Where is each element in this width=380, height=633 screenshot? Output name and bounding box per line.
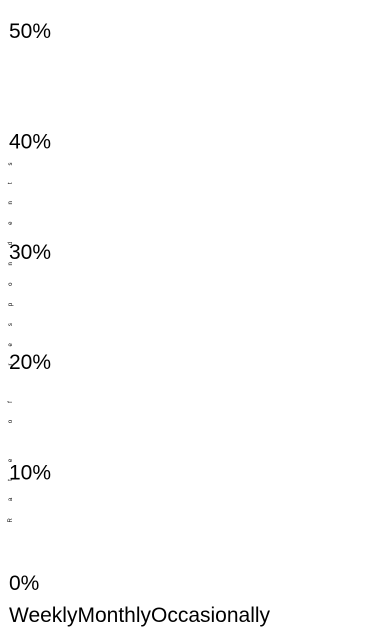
y-tick-label: 50% <box>9 20 51 43</box>
x-category-label: Monthly <box>77 604 151 627</box>
y-tick-label: 20% <box>9 351 51 374</box>
y-axis-ticks: 50% 40% 30% 20% 10% 0% <box>9 20 51 595</box>
x-category-label: Occasionally <box>151 604 271 627</box>
x-axis-categories: WeeklyMonthlyOccasionally <box>9 604 271 627</box>
y-tick-label: 40% <box>9 130 51 153</box>
y-tick-label: 30% <box>9 241 51 264</box>
y-tick-label: 10% <box>9 462 51 485</box>
y-tick-label: 0% <box>9 572 39 595</box>
y-axis-label-text: Rate of respondents <box>8 145 14 522</box>
x-category-label: Weekly <box>9 604 78 627</box>
x-category-labels: WeeklyMonthlyOccasionally <box>9 604 271 627</box>
y-axis-label: Rate of respondents <box>8 145 14 522</box>
